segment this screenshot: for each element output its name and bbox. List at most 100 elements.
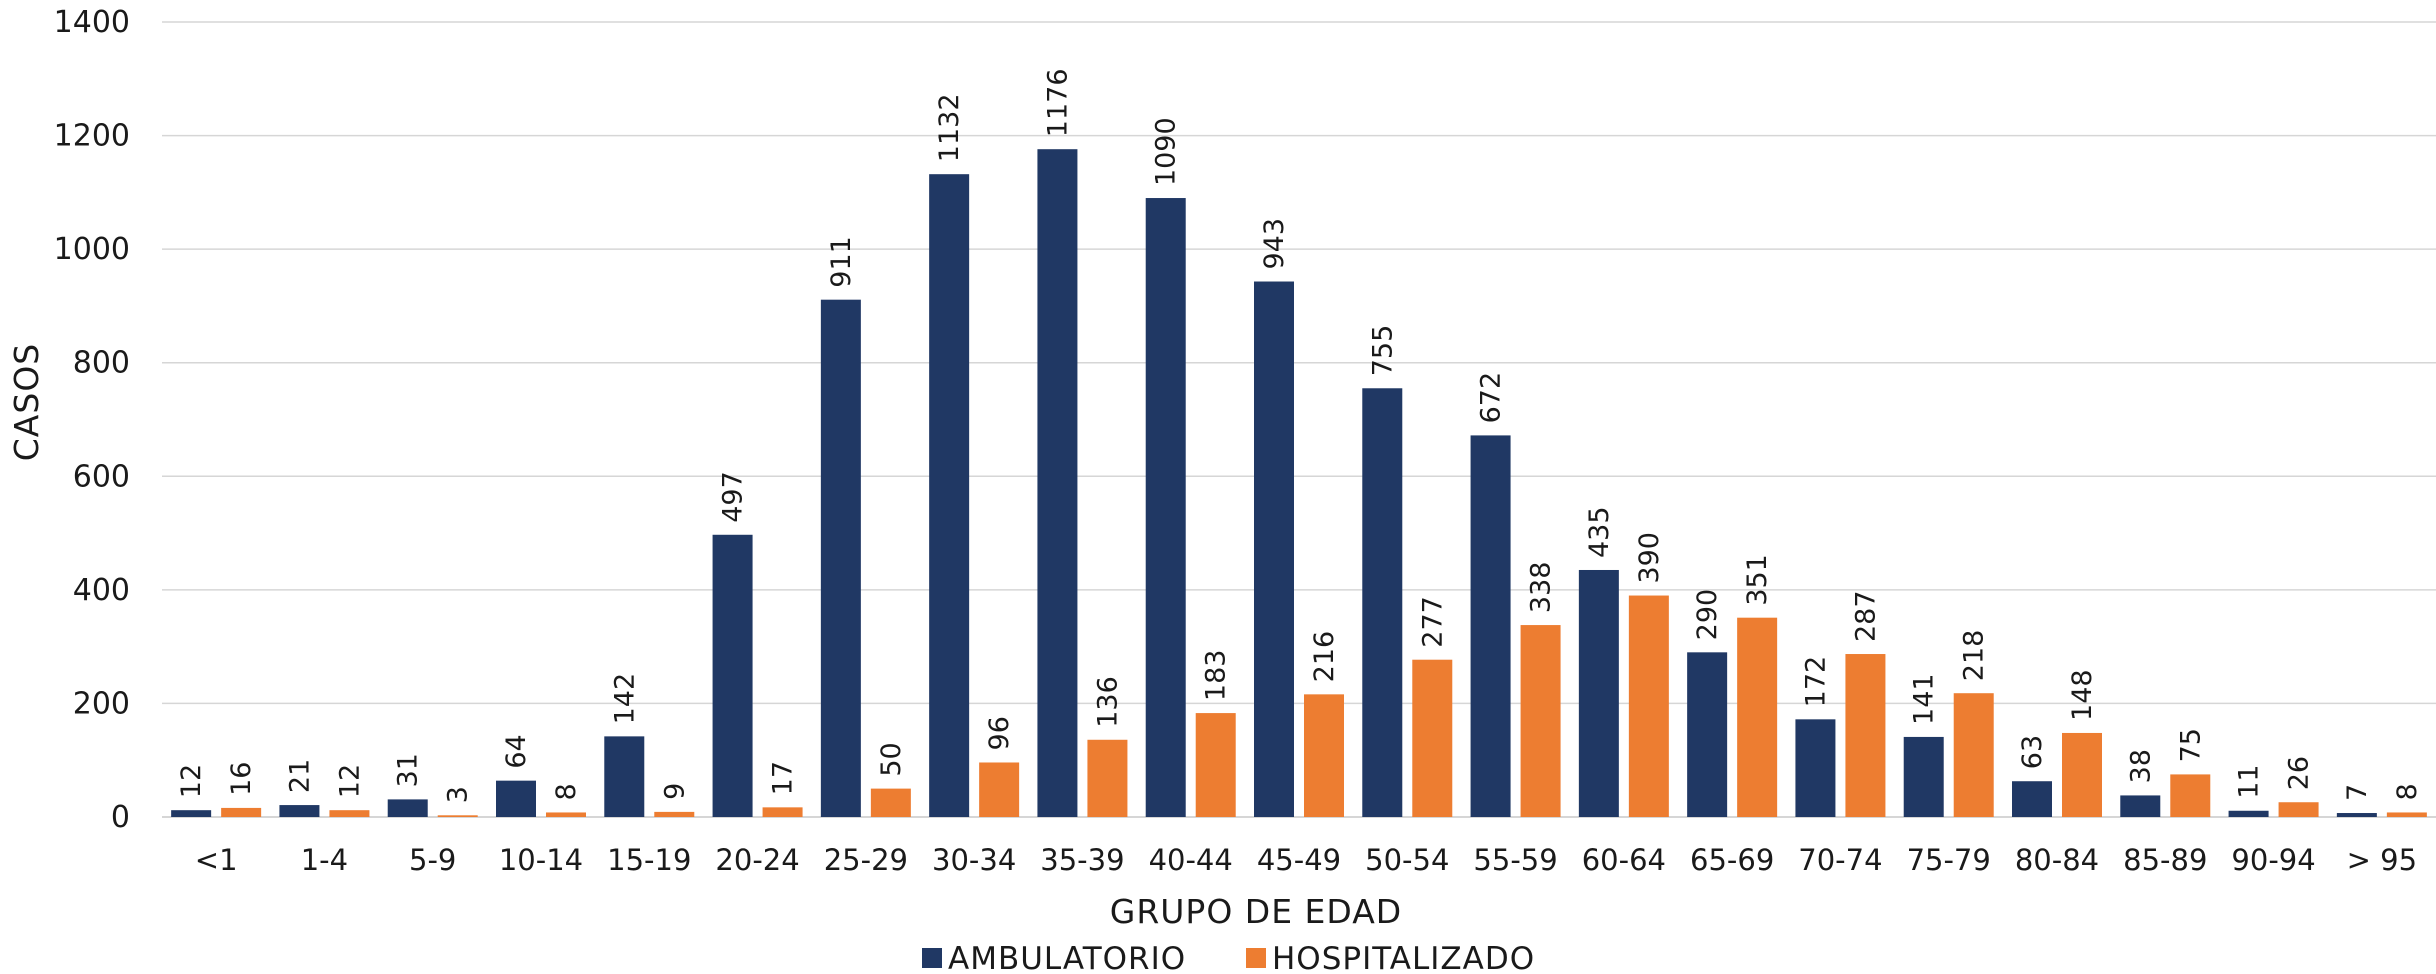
data-label-hospitalizado-90-94: 26 bbox=[2284, 756, 2315, 790]
bar-hospitalizado-45-49 bbox=[1304, 694, 1344, 817]
x-tick-label: 35-39 bbox=[1040, 843, 1124, 877]
data-label-ambulatorio-40-44: 1090 bbox=[1151, 117, 1182, 186]
x-tick-label: 30-34 bbox=[932, 843, 1016, 877]
bar-hospitalizado-1-4 bbox=[329, 810, 370, 817]
data-label-ambulatorio-1-4: 21 bbox=[284, 759, 315, 793]
data-label-ambulatorio-1: 12 bbox=[176, 764, 207, 798]
data-label-hospitalizado-1: 16 bbox=[226, 762, 257, 796]
data-label-ambulatorio-80-84: 63 bbox=[2017, 735, 2048, 769]
bar-ambulatorio-25-29 bbox=[820, 299, 861, 817]
gridlines bbox=[162, 21, 2436, 818]
bar-ambulatorio-40-44 bbox=[1145, 198, 1186, 818]
data-label-hospitalizado-30-34: 96 bbox=[984, 716, 1015, 750]
data-label-hospitalizado-65-69: 351 bbox=[1742, 554, 1773, 606]
data-label-hospitalizado-15-19: 9 bbox=[659, 783, 690, 800]
data-label-hospitalizado-25-29: 50 bbox=[876, 742, 907, 776]
data-label-hospitalizado-85-89: 75 bbox=[2175, 728, 2206, 762]
y-tick-label: 1200 bbox=[54, 119, 130, 154]
bar-ambulatorio-45-49 bbox=[1254, 281, 1294, 817]
data-labels: 12 16 21 12 31 3 64 8 142 9 497 17 911 50 1132 96 1176 13… bbox=[176, 68, 2423, 803]
bar-ambulatorio-70-74 bbox=[1795, 719, 1836, 817]
legend-swatch-ambulatorio bbox=[922, 948, 942, 968]
x-tick-label: 90-94 bbox=[2231, 843, 2315, 877]
data-label-ambulatorio-50-54: 755 bbox=[1367, 325, 1398, 377]
bar-hospitalizado-70-74 bbox=[1845, 654, 1886, 817]
y-tick-label: 0 bbox=[111, 800, 130, 835]
bar-ambulatorio-1 bbox=[171, 810, 212, 817]
legend-label-ambulatorio: AMBULATORIO bbox=[948, 941, 1186, 974]
data-label-hospitalizado-10-14: 8 bbox=[551, 783, 582, 800]
data-label-hospitalizado-55-59: 338 bbox=[1526, 562, 1557, 614]
data-label-ambulatorio-35-39: 1176 bbox=[1042, 68, 1073, 137]
bar-ambulatorio-1-4 bbox=[279, 805, 320, 817]
data-label-ambulatorio-20-24: 497 bbox=[718, 471, 749, 523]
x-axis-ticks: <1 1-4 5-9 10-14 15-19 20-24 25-29 30-34 35-39 40… bbox=[195, 843, 2417, 877]
x-tick-label: > 95 bbox=[2347, 843, 2417, 877]
bar-ambulatorio-60-64 bbox=[1578, 569, 1619, 817]
y-tick-label: 400 bbox=[73, 573, 130, 608]
x-tick-label: 65-69 bbox=[1690, 843, 1774, 877]
x-tick-label: 70-74 bbox=[1798, 843, 1882, 877]
x-tick-label: 85-89 bbox=[2123, 843, 2207, 877]
bar-ambulatorio-90-94 bbox=[2228, 810, 2269, 817]
data-label-hospitalizado-5-9: 3 bbox=[443, 786, 474, 803]
bar-hospitalizado-35-39 bbox=[1087, 739, 1128, 817]
bar-ambulatorio-55-59 bbox=[1470, 435, 1511, 817]
bar-ambulatorio-35-39 bbox=[1037, 149, 1078, 817]
bar-hospitalizado-75-79 bbox=[1953, 693, 1994, 817]
x-tick-label: 55-59 bbox=[1473, 843, 1557, 877]
data-label-hospitalizado-70-74: 287 bbox=[1850, 590, 1881, 642]
data-label-ambulatorio-5-9: 31 bbox=[393, 753, 424, 787]
bar-hospitalizado-90-94 bbox=[2278, 802, 2319, 817]
bar-ambulatorio-80-84 bbox=[2012, 781, 2052, 817]
legend-label-hospitalizado: HOSPITALIZADO bbox=[1272, 941, 1535, 974]
x-tick-label: 15-19 bbox=[607, 843, 691, 877]
bar-ambulatorio-50-54 bbox=[1362, 388, 1403, 817]
bars bbox=[171, 149, 2427, 818]
x-tick-label: 50-54 bbox=[1365, 843, 1449, 877]
x-tick-label: 60-64 bbox=[1582, 843, 1666, 877]
data-label-ambulatorio-95: 7 bbox=[2342, 784, 2373, 801]
data-label-ambulatorio-15-19: 142 bbox=[609, 673, 640, 725]
data-label-hospitalizado-95: 8 bbox=[2392, 783, 2423, 800]
bar-ambulatorio-20-24 bbox=[712, 534, 753, 817]
legend-swatch-hospitalizado bbox=[1246, 948, 1266, 968]
y-axis-ticks: 0 200 400 600 800 1000 1200 1400 bbox=[54, 5, 130, 835]
bar-hospitalizado-40-44 bbox=[1195, 713, 1236, 817]
data-label-ambulatorio-60-64: 435 bbox=[1584, 506, 1615, 558]
bar-hospitalizado-15-19 bbox=[654, 811, 695, 817]
bar-hospitalizado-55-59 bbox=[1520, 625, 1561, 817]
x-tick-label: 20-24 bbox=[715, 843, 799, 877]
data-label-ambulatorio-30-34: 1132 bbox=[934, 93, 965, 162]
data-label-ambulatorio-25-29: 911 bbox=[826, 236, 857, 288]
bar-hospitalizado-80-84 bbox=[2062, 732, 2102, 817]
x-axis-title: GRUPO DE EDAD bbox=[1110, 892, 1402, 931]
x-tick-label: 1-4 bbox=[301, 843, 348, 877]
y-axis-title: CASOS bbox=[7, 343, 46, 462]
x-tick-label: 25-29 bbox=[824, 843, 908, 877]
bar-hospitalizado-60-64 bbox=[1628, 595, 1669, 817]
y-tick-label: 1400 bbox=[54, 5, 130, 40]
y-tick-label: 200 bbox=[73, 686, 130, 721]
x-tick-label: 5-9 bbox=[409, 843, 456, 877]
data-label-hospitalizado-20-24: 17 bbox=[768, 761, 799, 795]
bar-ambulatorio-10-14 bbox=[496, 780, 536, 817]
data-label-hospitalizado-50-54: 277 bbox=[1417, 596, 1448, 648]
bar-hospitalizado-1 bbox=[221, 807, 262, 817]
data-label-hospitalizado-1-4: 12 bbox=[334, 764, 365, 798]
x-tick-label: 75-79 bbox=[1907, 843, 1991, 877]
y-tick-label: 600 bbox=[73, 459, 130, 494]
bar-hospitalizado-50-54 bbox=[1412, 659, 1453, 817]
bar-hospitalizado-65-69 bbox=[1737, 617, 1778, 817]
y-tick-label: 1000 bbox=[54, 232, 130, 267]
data-label-ambulatorio-85-89: 38 bbox=[2125, 749, 2156, 783]
bar-ambulatorio-95 bbox=[2336, 813, 2377, 817]
bar-hospitalizado-85-89 bbox=[2170, 774, 2211, 817]
data-label-hospitalizado-75-79: 218 bbox=[1959, 630, 1990, 682]
bar-hospitalizado-5-9 bbox=[437, 815, 478, 817]
data-label-hospitalizado-35-39: 136 bbox=[1092, 676, 1123, 728]
x-tick-label: 10-14 bbox=[499, 843, 583, 877]
legend: AMBULATORIO HOSPITALIZADO bbox=[922, 941, 1535, 974]
data-label-ambulatorio-90-94: 11 bbox=[2234, 764, 2265, 798]
bar-hospitalizado-20-24 bbox=[762, 807, 803, 817]
